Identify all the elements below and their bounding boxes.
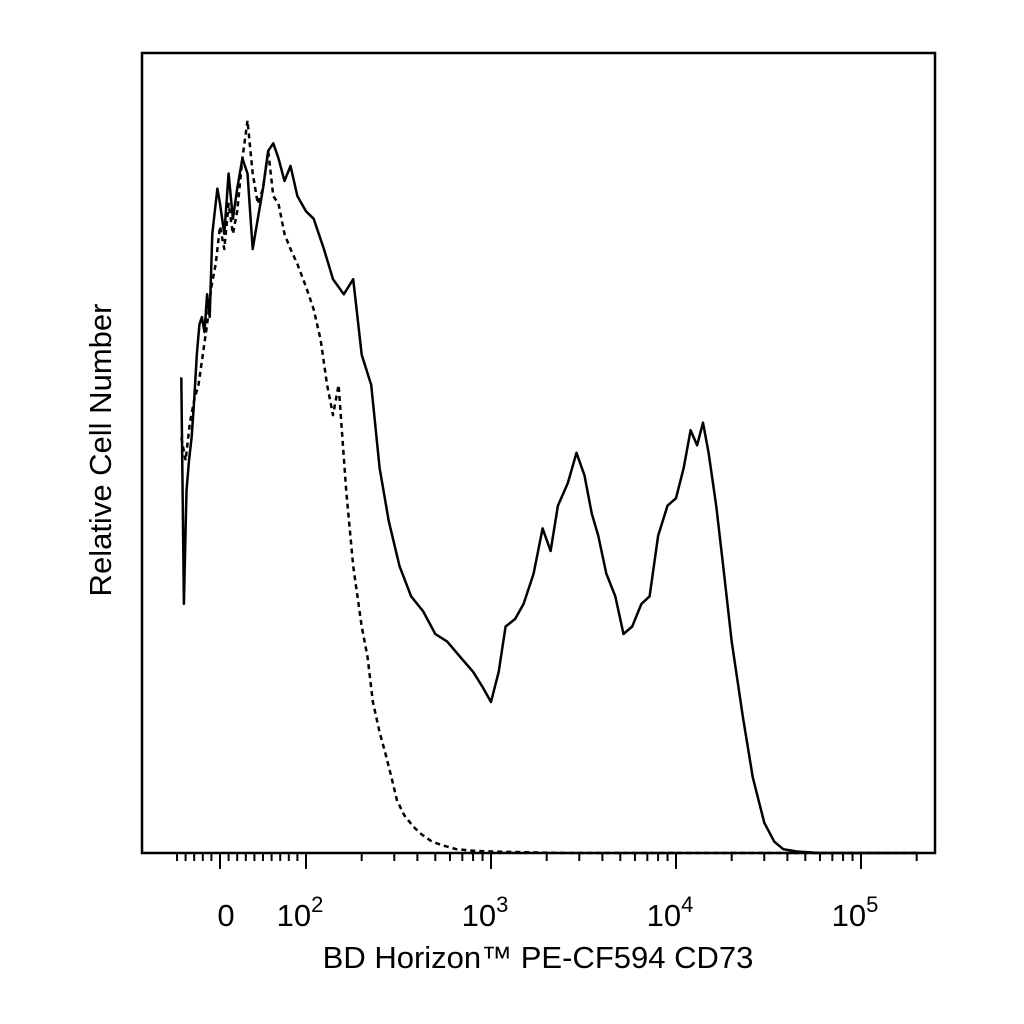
series-lines: [180, 119, 917, 855]
x-tick-label: 0: [217, 898, 234, 933]
x-tick-label: 102: [277, 892, 324, 933]
x-tick-label: 103: [462, 892, 509, 933]
x-axis-label: BD Horizon™ PE-CF594 CD73: [323, 940, 754, 975]
y-axis-label: Relative Cell Number: [83, 304, 118, 597]
x-axis-ticks: [176, 853, 918, 869]
x-tick-label: 104: [647, 892, 694, 933]
plot-frame: [140, 51, 937, 855]
series-line-solid: [180, 142, 917, 855]
x-tick-label: 105: [832, 892, 879, 933]
x-axis-tick-labels: 0 102 103 104 105: [217, 892, 878, 933]
series-line-dashed: [180, 119, 917, 855]
